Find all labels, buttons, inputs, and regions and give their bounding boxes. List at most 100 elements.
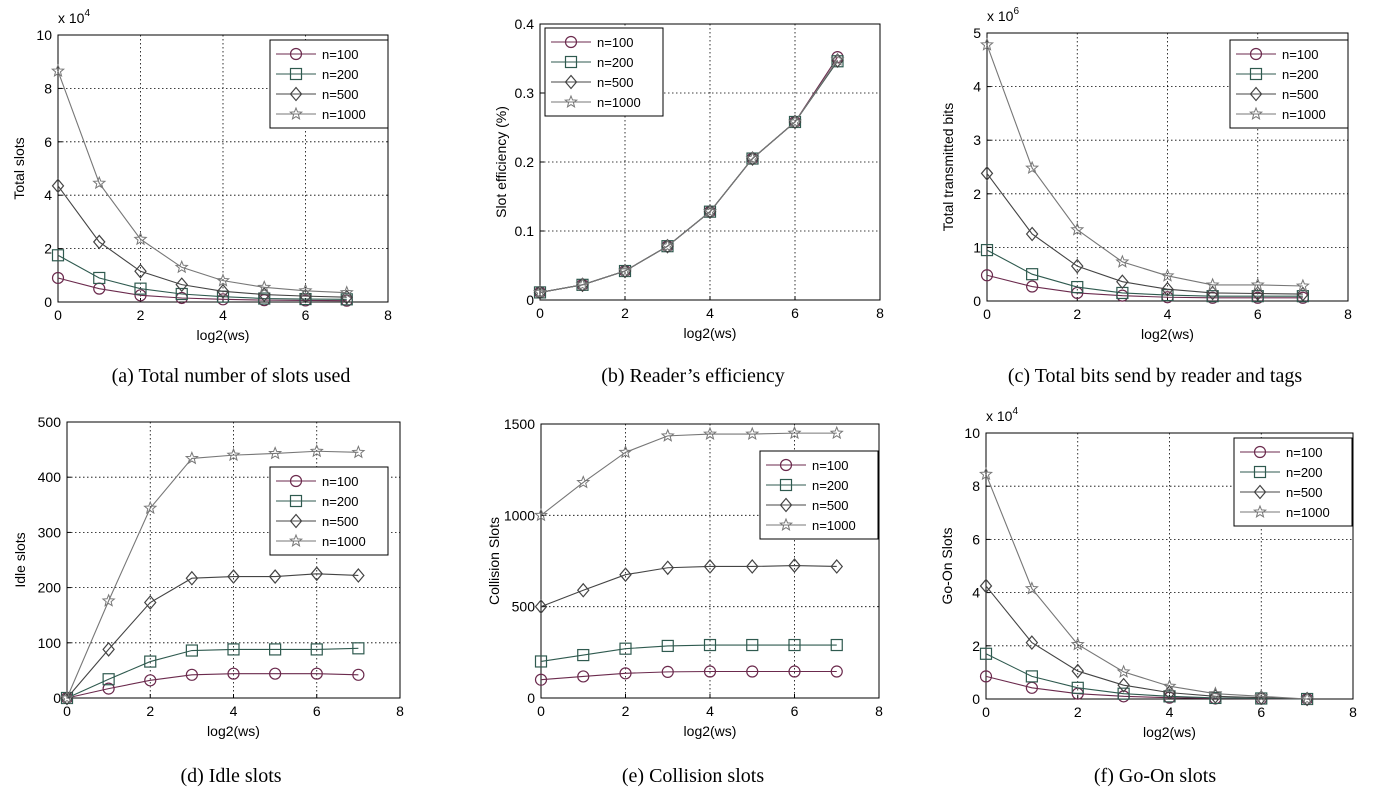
x-tick-label: 2 — [621, 305, 629, 321]
data-point-n=500 — [92, 234, 106, 250]
data-point-n=100 — [269, 667, 282, 680]
legend-label: n=500 — [1282, 87, 1319, 102]
y-tick-label: 6 — [972, 531, 980, 547]
data-point-n=100 — [979, 670, 993, 683]
legend-label: n=1000 — [812, 518, 856, 533]
data-point-n=1000 — [978, 466, 994, 481]
y-tick-label: 1500 — [504, 416, 535, 432]
y-axis-label: Idle slots — [12, 532, 28, 587]
data-point-n=1000 — [101, 593, 116, 607]
legend-marker-n=200 — [1253, 465, 1267, 479]
y-tick-label: 200 — [38, 580, 62, 596]
legend-label: n=500 — [322, 514, 359, 529]
data-point-n=100 — [1026, 280, 1039, 293]
series-line-n=100 — [985, 675, 1308, 700]
data-point-n=500 — [143, 595, 157, 610]
data-point-n=1000 — [1070, 222, 1085, 236]
x-tick-label: 6 — [1257, 704, 1265, 720]
y-tick-label: 500 — [512, 599, 536, 615]
legend-marker-n=100 — [1249, 47, 1263, 61]
data-point-n=100 — [703, 665, 717, 678]
y-tick-label: 0 — [527, 690, 535, 706]
x-tick-label: 4 — [706, 703, 714, 719]
series-line-n=500 — [57, 185, 347, 298]
data-point-n=200 — [1163, 690, 1176, 703]
data-point-n=500 — [340, 289, 354, 305]
y-tick-label: 400 — [38, 469, 62, 485]
y-tick-label: 500 — [38, 414, 62, 430]
x-tick-label: 6 — [791, 305, 799, 321]
x-axis-label: log2(ws) — [197, 327, 250, 343]
legend-marker-n=1000 — [1248, 106, 1264, 120]
y-axis-label: Total transmitted bits — [940, 103, 956, 231]
data-point-n=200 — [1026, 268, 1039, 281]
series-line-n=100 — [57, 277, 347, 302]
data-point-n=200 — [185, 644, 198, 657]
series-line-n=1000 — [985, 474, 1308, 700]
data-point-n=1000 — [979, 37, 995, 51]
legend-box — [1229, 39, 1349, 129]
data-point-n=200 — [1117, 687, 1130, 700]
data-point-n=100 — [980, 269, 994, 282]
data-point-n=1000 — [184, 451, 199, 465]
data-point-n=200 — [1206, 290, 1219, 303]
x-tick-label: 6 — [1254, 306, 1262, 322]
x-axis-label: log2(ws) — [1143, 724, 1196, 740]
series-line-n=100 — [66, 673, 359, 699]
data-point-n=500 — [1161, 281, 1174, 297]
chart-e: 0 2 4 6 8 0 500 1000 1500 log2(ws) Collision Slots… — [486, 416, 883, 739]
y-tick-label: 0 — [526, 292, 534, 308]
legend-label: n=1000 — [322, 107, 366, 122]
series-line-n=500 — [540, 565, 837, 608]
data-point-n=500 — [310, 566, 324, 582]
x-tick-label: 2 — [1074, 704, 1082, 720]
data-point-n=500 — [1071, 663, 1085, 679]
x-tick-label: 8 — [876, 305, 884, 321]
y-tick-label: 5 — [973, 25, 981, 41]
legend-label: n=100 — [597, 35, 634, 50]
data-point-n=1000 — [576, 475, 591, 489]
legend-label: n=500 — [812, 498, 849, 513]
data-point-n=1000 — [309, 443, 324, 458]
y-tick-label: 2 — [973, 186, 981, 202]
x-axis-label: log2(ws) — [684, 723, 737, 739]
y-tick-label: 0.1 — [515, 223, 535, 239]
data-point-n=100 — [746, 665, 759, 678]
data-point-n=500 — [299, 288, 312, 304]
data-point-n=500 — [134, 263, 147, 279]
axis-multiplier: x 104 — [58, 8, 90, 26]
legend-label: n=1000 — [322, 534, 366, 549]
legend-label: n=1000 — [1282, 107, 1326, 122]
data-point-n=200 — [1071, 681, 1084, 694]
x-tick-label: 8 — [384, 307, 392, 323]
data-point-n=500 — [703, 559, 717, 574]
y-axis-label: Total slots — [11, 137, 27, 199]
series-line-n=500 — [985, 585, 1308, 700]
chart-panel-a: 0 2 4 6 8 0 2 4 6 8 10 log2(ws) Total slots x 104 n=10… — [0, 0, 462, 345]
series-line-n=1000 — [539, 59, 838, 293]
y-tick-label: 1 — [973, 239, 981, 255]
data-point-n=1000 — [226, 447, 241, 462]
chart-f: 0 2 4 6 8 0 2 4 6 8 10 log2(ws) Go-On Slots x 104 n=10… — [939, 406, 1357, 740]
legend-marker-n=500 — [779, 497, 793, 513]
legend-label: n=200 — [1282, 67, 1319, 82]
data-point-n=100 — [534, 673, 548, 686]
data-point-n=500 — [1070, 258, 1084, 274]
series-line-n=200 — [57, 254, 347, 300]
data-point-n=100 — [830, 665, 843, 678]
legend-marker-n=1000 — [288, 533, 304, 547]
x-tick-label: 0 — [63, 703, 71, 719]
x-tick-label: 4 — [1166, 704, 1174, 720]
legend-label: n=500 — [1286, 485, 1323, 500]
chart-panel-b: 0 2 4 6 8 0 0.1 0.2 0.3 0.4 log2(ws) Slot efficienc… — [462, 0, 924, 345]
data-point-n=1000 — [298, 283, 313, 297]
data-point-n=1000 — [830, 52, 845, 66]
data-point-n=100 — [619, 667, 632, 680]
chart-b: 0 2 4 6 8 0 0.1 0.2 0.3 0.4 log2(ws) Slot efficienc… — [493, 16, 884, 341]
legend-marker-n=1000 — [288, 106, 304, 120]
y-axis-label: Go-On Slots — [939, 527, 955, 604]
legend-label: n=100 — [812, 458, 849, 473]
x-tick-label: 4 — [1164, 306, 1172, 322]
data-point-n=1000 — [1024, 581, 1039, 595]
data-point-n=1000 — [745, 151, 760, 165]
